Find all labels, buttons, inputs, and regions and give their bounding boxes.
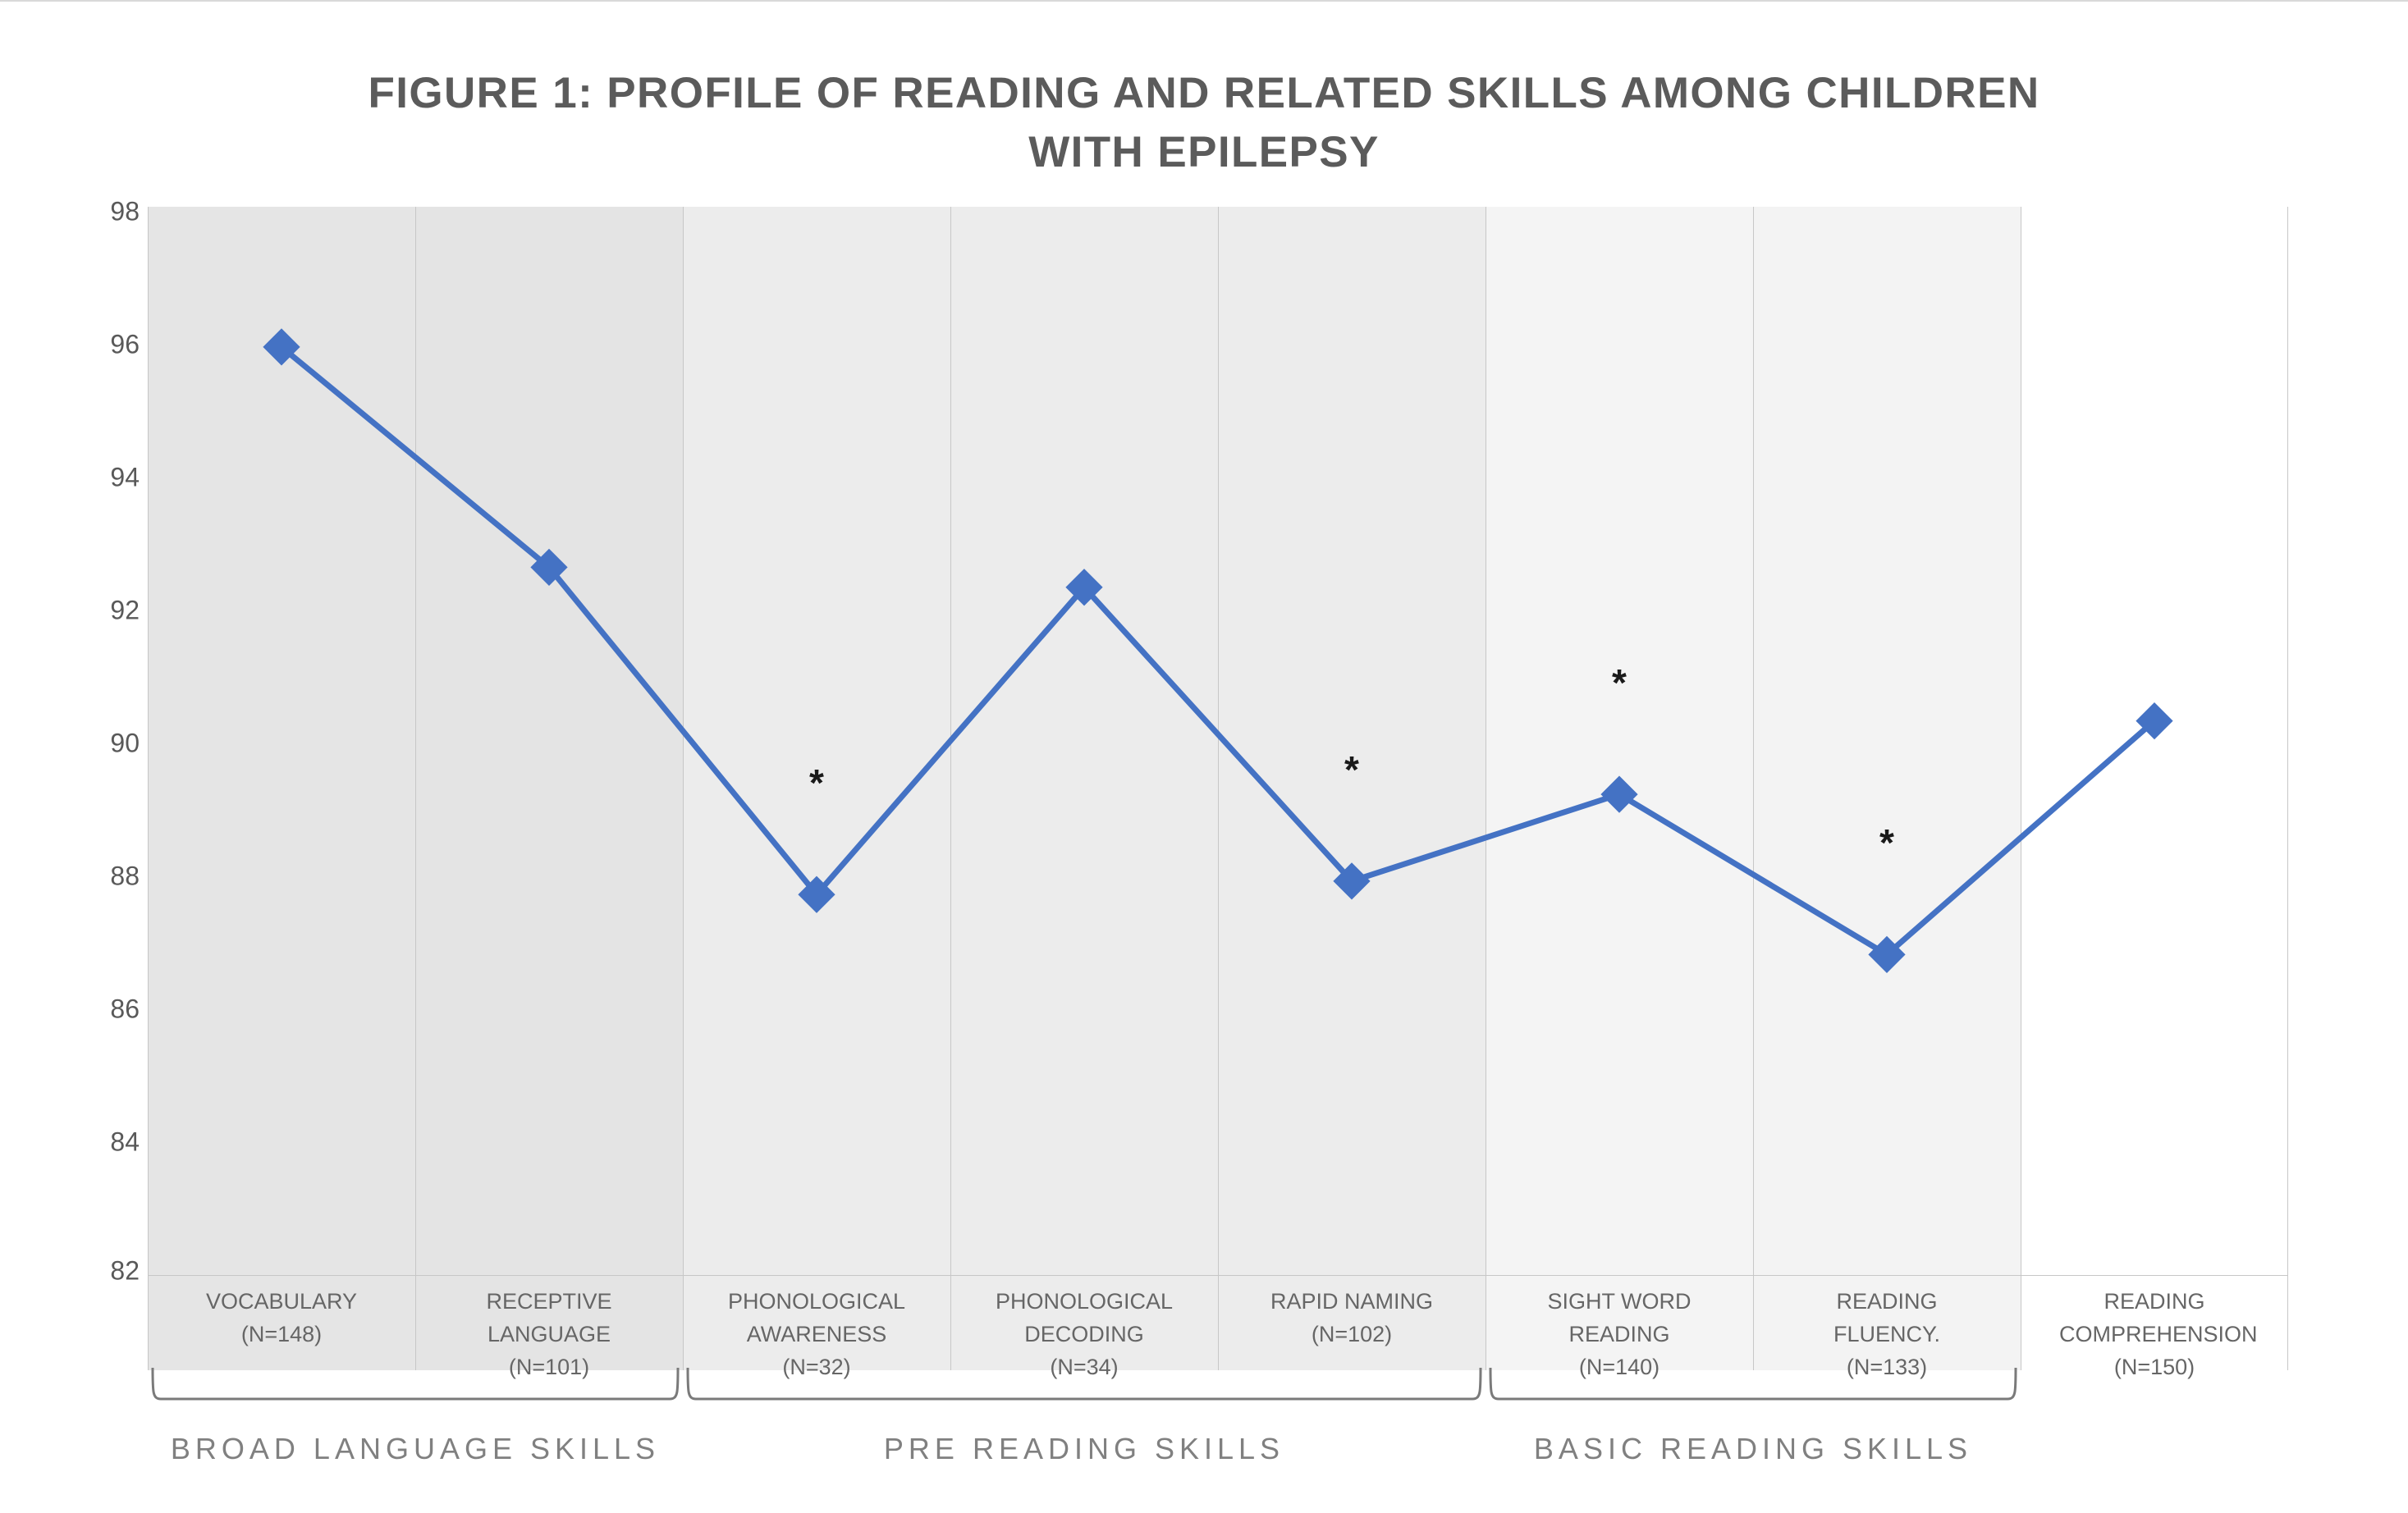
svg-text:*: * <box>1344 748 1359 791</box>
svg-text:*: * <box>1612 661 1627 704</box>
svg-text:*: * <box>809 761 824 804</box>
svg-text:*: * <box>1879 821 1894 864</box>
